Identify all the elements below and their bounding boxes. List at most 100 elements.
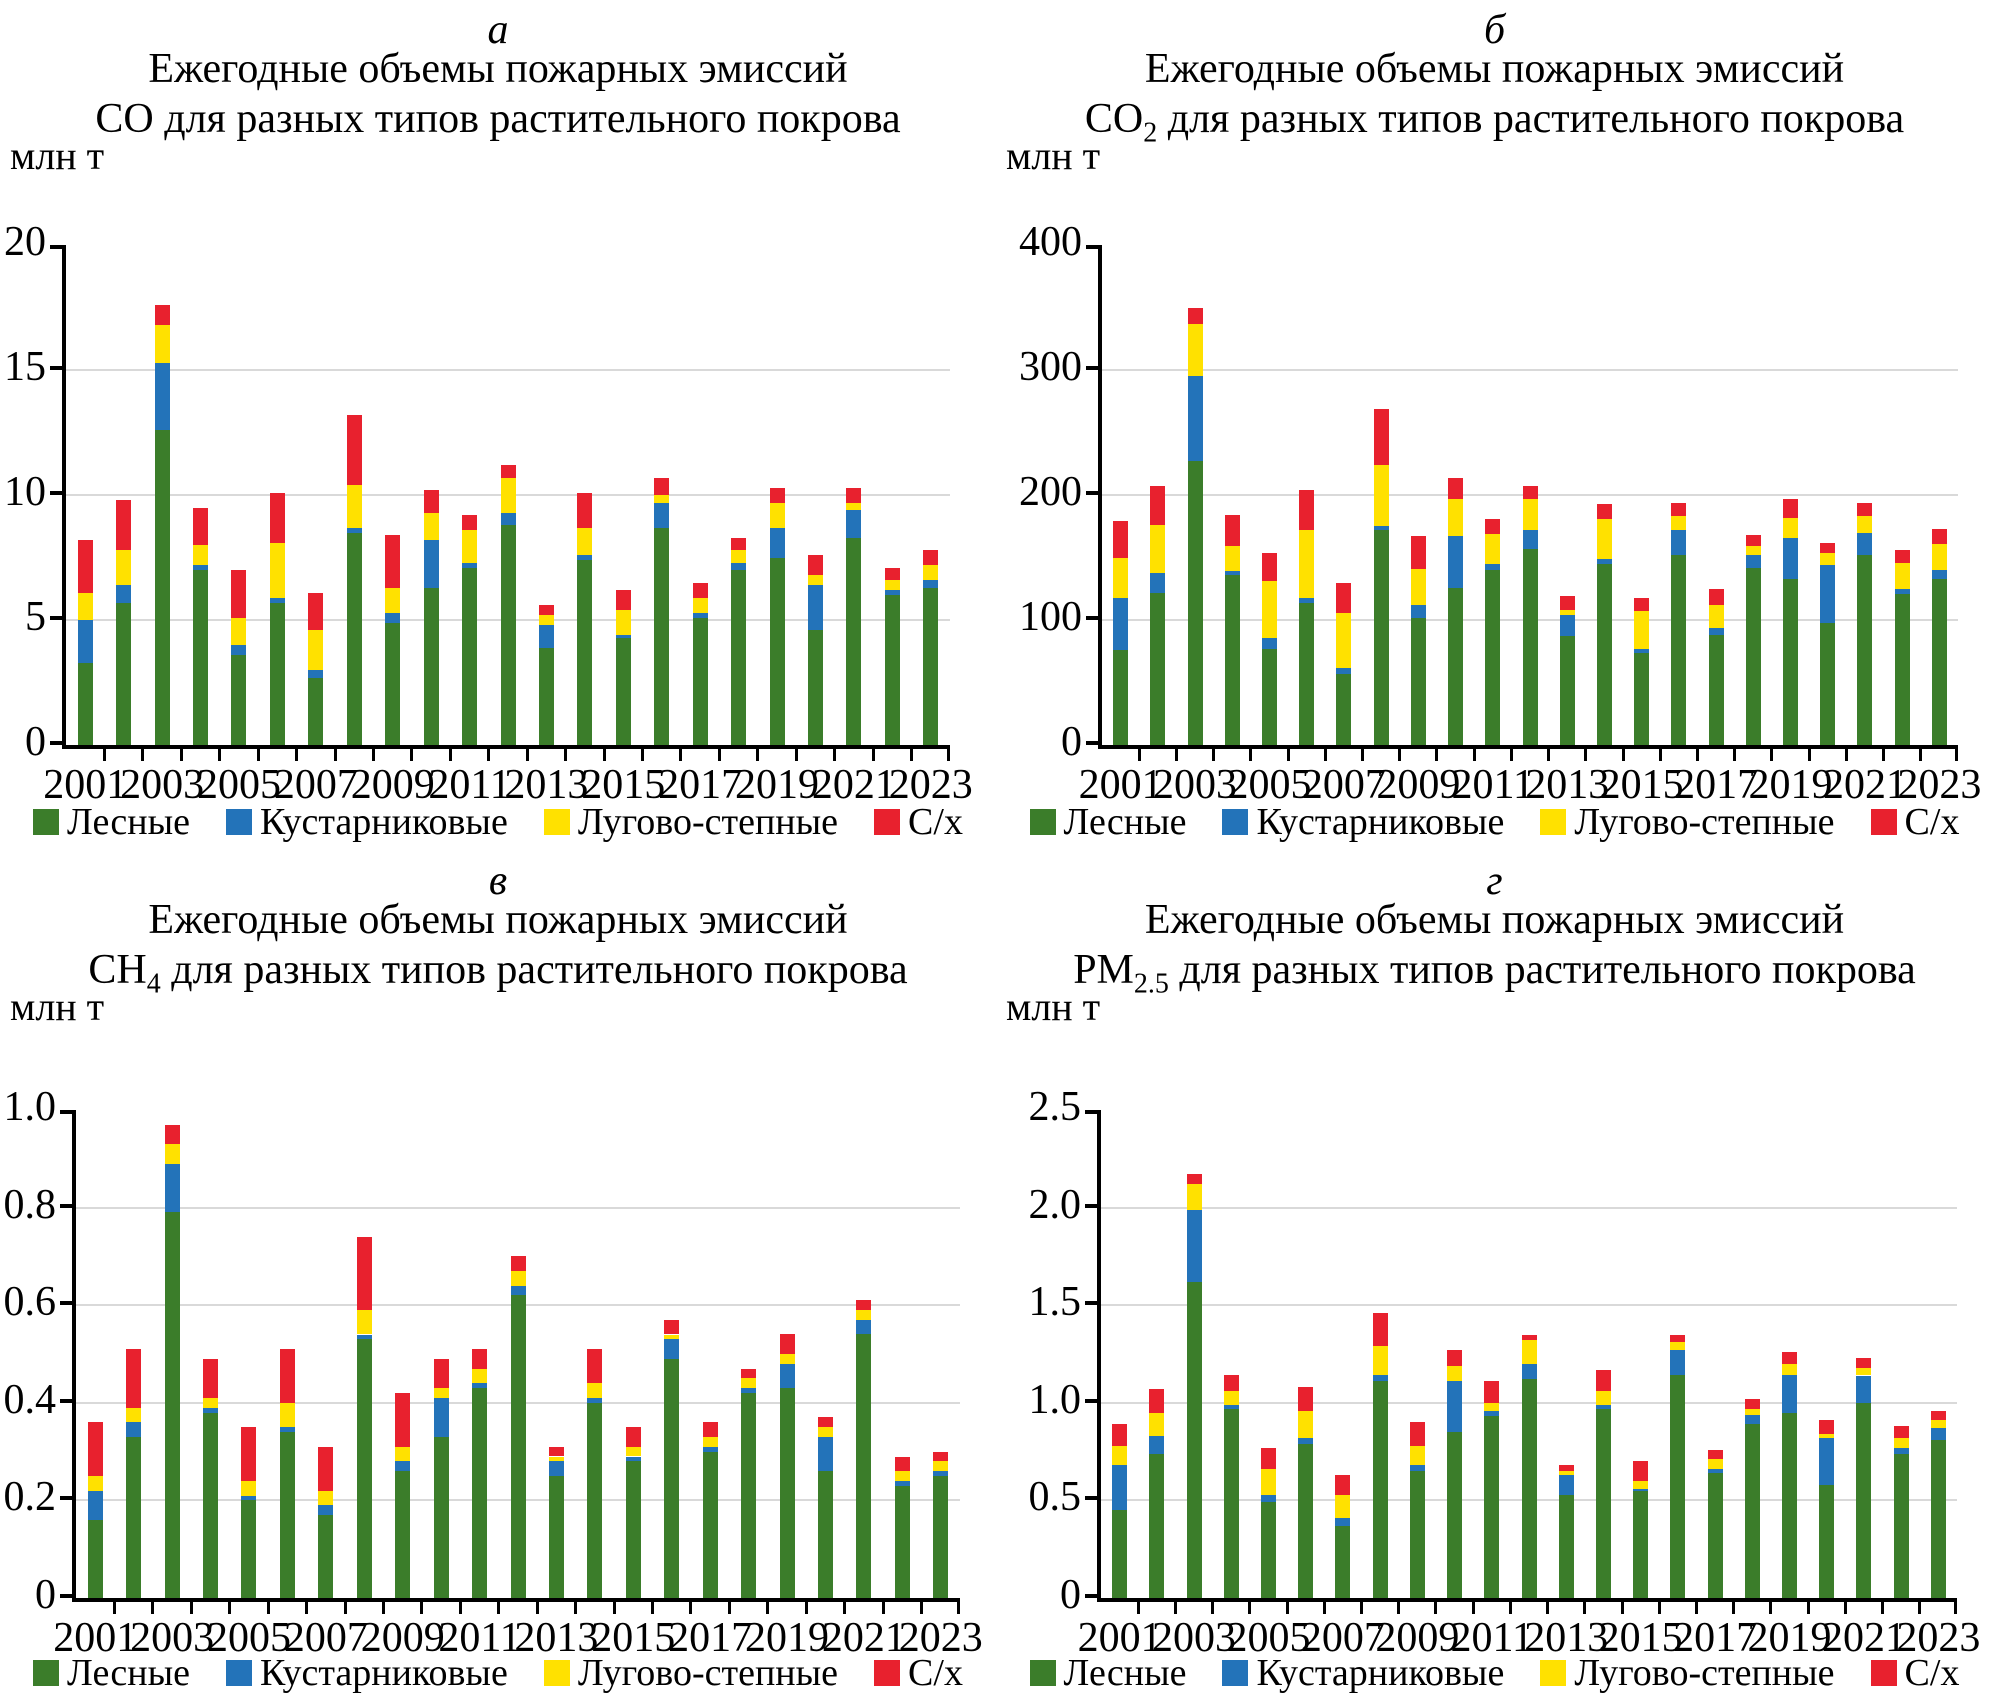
bar-segment — [1150, 486, 1166, 525]
legend-item: С/х — [874, 1651, 963, 1695]
x-axis-tick — [343, 1602, 347, 1614]
bar-segment — [933, 1471, 949, 1476]
bar-segment — [1894, 588, 1910, 594]
bar-segment — [587, 1349, 603, 1384]
y-axis-tick-label: 15 — [4, 344, 46, 390]
bar-segment — [385, 587, 401, 613]
x-axis-tick — [1546, 1602, 1550, 1614]
bar-segment — [1335, 1475, 1351, 1495]
bar-segment — [692, 612, 708, 618]
x-axis-tick — [1918, 1602, 1922, 1614]
legend-label: С/х — [1904, 1652, 1960, 1694]
bar-segment — [856, 1319, 872, 1335]
bar-segment — [625, 1461, 641, 1598]
x-axis-tick — [1658, 749, 1662, 761]
panel-title-line1: Ежегодные объемы пожарных эмиссий — [148, 46, 848, 92]
x-axis-tick — [112, 1602, 116, 1614]
x-axis-tick — [141, 749, 145, 761]
x-axis-tick — [602, 749, 606, 761]
y-axis-tick — [1086, 491, 1098, 495]
x-axis-tick — [641, 749, 645, 761]
bar-segment — [1112, 1445, 1128, 1466]
bar-segment — [548, 1456, 564, 1462]
bar-segment — [279, 1427, 295, 1433]
bar-segment — [1633, 1461, 1649, 1481]
bar-segment — [231, 570, 247, 618]
bar-segment — [1782, 1375, 1798, 1413]
bar-segment — [1634, 597, 1650, 612]
bar-segment — [1113, 521, 1129, 558]
bar-segment — [1373, 408, 1389, 465]
y-axis-tick-label: 100 — [1019, 594, 1082, 640]
bar-segment — [1558, 1465, 1574, 1472]
bar-segment — [462, 567, 478, 745]
bar-segment — [1447, 1365, 1463, 1382]
bar-segment — [538, 647, 554, 745]
bar-segment — [1485, 518, 1501, 534]
x-axis-tick — [305, 1602, 309, 1614]
bar-segment — [1373, 465, 1389, 527]
plot-area-pm25: 0 0.5 1.0 1.5 2.0 2.5 2001 2003 2005 2007 2009 2011… — [1029, 1086, 1981, 1661]
formula-base: CO — [95, 96, 154, 142]
x-axis-tick — [102, 749, 106, 761]
x-axis-tick — [333, 749, 337, 761]
bar-segment — [231, 617, 247, 645]
legend-swatch — [874, 1660, 901, 1686]
bar-segment — [510, 1256, 526, 1272]
legend-label: Кустарниковые — [259, 801, 508, 843]
bar-segment — [692, 582, 708, 598]
x-axis-tick — [1732, 1602, 1736, 1614]
legend-label: Лесные — [67, 801, 190, 843]
bar-segment — [462, 515, 478, 530]
bar-segment — [894, 1485, 910, 1598]
bar-segment — [1633, 1490, 1649, 1598]
bar-segment — [1223, 1391, 1239, 1405]
bar-segment — [308, 677, 324, 745]
bar-segment — [1372, 1381, 1388, 1598]
bar-segment — [1857, 555, 1873, 745]
bar-segment — [1336, 612, 1352, 668]
bar-segment — [308, 592, 324, 630]
y-axis-tick — [60, 1496, 72, 1501]
bar-segment — [1298, 1443, 1314, 1598]
bar-segment — [1707, 1469, 1723, 1474]
gridline — [76, 1206, 960, 1209]
bar-segment — [1559, 636, 1575, 745]
panel-title-line2: CO для разных типов растительного покров… — [0, 94, 996, 144]
bar-segment — [500, 465, 516, 478]
bar-segment — [1187, 461, 1203, 745]
panel-letter-g: г — [1486, 858, 1503, 904]
bar-segment — [1819, 1437, 1835, 1485]
bar-segment — [164, 1163, 180, 1213]
bar-segment — [587, 1383, 603, 1398]
bar-segment — [1299, 597, 1315, 603]
x-axis-year-label: 2007 — [283, 1615, 368, 1661]
bar-segment — [884, 580, 900, 590]
x-axis-tick — [679, 749, 683, 761]
y-axis-tick — [1085, 1496, 1097, 1501]
legend-label: С/х — [908, 801, 963, 843]
gridline — [1102, 369, 1958, 371]
bar-segment — [433, 1436, 449, 1598]
bar-segment — [923, 550, 939, 565]
bar-segment — [702, 1436, 718, 1447]
x-axis-tick — [1471, 1602, 1475, 1614]
bar-segment — [1745, 555, 1761, 568]
bar-segment — [1224, 515, 1240, 547]
bar-segment — [664, 1334, 680, 1340]
x-axis-tick — [525, 749, 529, 761]
y-axis-tick — [60, 1594, 72, 1598]
legend-item: С/х — [874, 800, 963, 844]
panel-letter-b: б — [1483, 7, 1506, 53]
x-axis-tick — [717, 749, 721, 761]
bar-segment — [472, 1383, 488, 1389]
x-axis-year-label: 2015 — [591, 1615, 676, 1661]
y-axis-tick-label: 200 — [1019, 469, 1082, 515]
bar-segment — [1671, 516, 1687, 530]
panel-title-line2: CH4 для разных типов растительного покро… — [0, 945, 996, 998]
bar-segment — [1149, 1453, 1165, 1598]
y-axis-tick-label: 5 — [25, 594, 46, 640]
x-axis-year-label: 2001 — [53, 1615, 138, 1661]
x-axis-tick — [1882, 749, 1886, 761]
legend-item: Кустарниковые — [1222, 1651, 1504, 1695]
